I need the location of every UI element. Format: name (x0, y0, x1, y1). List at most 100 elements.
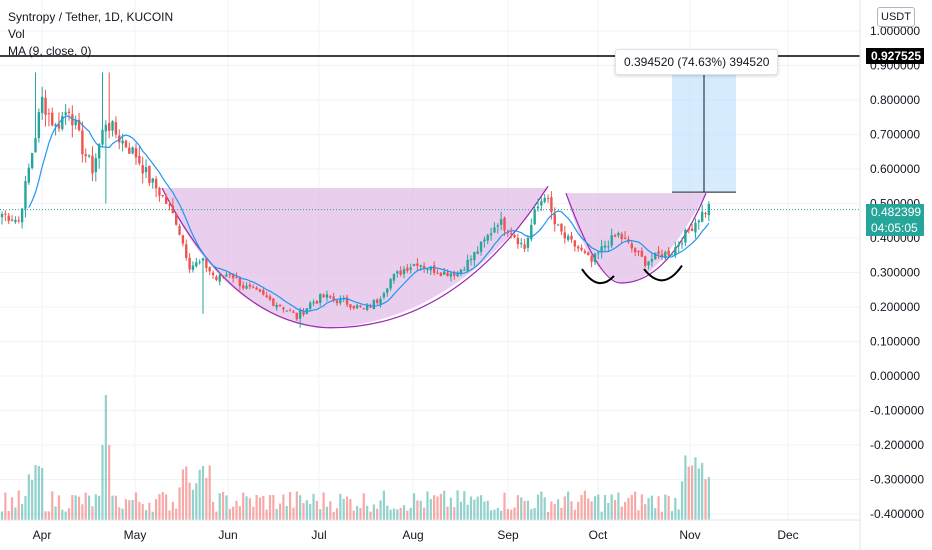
volume-bar (185, 466, 188, 520)
candle-body (520, 243, 523, 245)
candle (630, 240, 633, 253)
candle (359, 304, 362, 308)
candle (530, 218, 533, 242)
volume-bar (4, 492, 7, 520)
candle-body (231, 273, 235, 279)
volume-bar (31, 479, 34, 520)
candle-body (17, 220, 20, 222)
volume-bar (24, 496, 27, 520)
candle-body (10, 219, 14, 221)
volume-bar (292, 507, 295, 520)
volume-bar (453, 507, 456, 520)
volume-bar (175, 508, 178, 520)
volume-bar (128, 500, 131, 520)
candle (265, 291, 268, 299)
candle (590, 254, 593, 268)
volume-bar (332, 511, 335, 520)
candle-body (168, 204, 171, 206)
candle (34, 72, 37, 153)
candle (211, 270, 215, 279)
candle-body (124, 140, 128, 148)
candle (587, 251, 590, 256)
volume-bar (536, 494, 540, 520)
candle (566, 233, 570, 242)
candle-body (566, 236, 570, 240)
volume-bar (680, 481, 684, 520)
candle (185, 239, 188, 261)
volume-bar (701, 462, 704, 520)
volume-bar (640, 494, 643, 520)
volume-bar (503, 492, 506, 520)
price-tick-label: -0.300000 (870, 473, 924, 487)
horizontal-line-price-tag: 0.927525 (866, 48, 924, 64)
candle-body (4, 213, 7, 215)
candle-body (439, 272, 443, 276)
volume-bar (369, 511, 372, 520)
candle (178, 223, 181, 236)
candle-body (610, 235, 613, 246)
candle-body (553, 213, 556, 225)
candle (647, 260, 650, 270)
candle-body (459, 269, 463, 275)
last-price-tag: 0.482399 04:05:05 (866, 203, 924, 236)
candle-body (526, 238, 530, 248)
candle-body (148, 165, 151, 183)
candle-body (583, 250, 587, 253)
symbol-title[interactable]: Syntropy / Tether, 1D, KUCOIN (8, 10, 174, 24)
volume-bar (476, 496, 479, 520)
candle-body (617, 233, 620, 236)
candle-body (476, 251, 479, 254)
volume-bar (345, 496, 349, 520)
candle (573, 240, 577, 252)
candle (439, 272, 443, 277)
candle (633, 247, 637, 257)
volume-bar (91, 506, 94, 520)
candle (406, 263, 409, 274)
volume-bar (429, 499, 432, 520)
volume-bar (463, 491, 466, 520)
candle-body (633, 248, 637, 253)
volume-bar (697, 468, 700, 520)
candle-body (128, 147, 131, 154)
volume-bar (570, 501, 573, 520)
volume-bar (406, 510, 409, 520)
candle-body (473, 252, 476, 261)
candle-body (225, 274, 228, 277)
candle (623, 231, 627, 240)
candle (7, 212, 10, 225)
candle-body (533, 209, 536, 225)
volume-bars (0, 395, 710, 520)
volume-indicator-label[interactable]: Vol (8, 27, 25, 41)
candle-body (650, 258, 654, 262)
volume-bar (610, 494, 613, 520)
candle (315, 300, 319, 305)
currency-button[interactable]: USDT (877, 7, 915, 27)
volume-bar (121, 508, 124, 520)
candle (684, 228, 687, 247)
candle (379, 296, 382, 308)
candle (87, 154, 91, 159)
volume-bar (479, 495, 483, 520)
candle-body (345, 297, 349, 305)
candle (14, 216, 17, 224)
candle-body (406, 267, 409, 272)
candle (664, 250, 667, 261)
candle-body (255, 287, 258, 290)
price-tick-label: 0.800000 (870, 93, 920, 107)
candle-body (580, 247, 583, 251)
volume-bar (399, 507, 402, 520)
volume-bar (466, 504, 469, 520)
volume-bar (255, 494, 258, 520)
candle (104, 120, 108, 204)
ma-indicator-label[interactable]: MA (9, close, 0) (8, 44, 92, 58)
candlesticks (0, 72, 711, 328)
candle (151, 177, 154, 189)
candle-body (101, 129, 104, 145)
volume-bar (553, 503, 556, 520)
candle-body (443, 271, 446, 275)
candle-body (530, 224, 533, 240)
candle-body (242, 285, 245, 289)
candle-body (154, 178, 158, 189)
candle-body (171, 205, 175, 213)
